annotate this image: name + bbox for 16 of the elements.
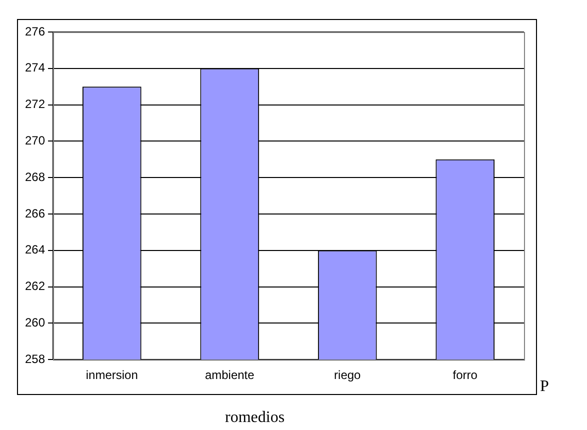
y-tick-label: 260 bbox=[24, 316, 46, 330]
x-tick-label: forro bbox=[452, 368, 478, 382]
x-tick-label: inmersion bbox=[86, 368, 138, 382]
y-tick-label: 274 bbox=[24, 60, 46, 75]
y-tick-label: 268 bbox=[24, 170, 46, 184]
x-tick-label: ambiente bbox=[204, 368, 255, 382]
text: P bbox=[540, 378, 549, 396]
y-tick-label: 258 bbox=[24, 352, 46, 366]
y-tick-label: 262 bbox=[24, 279, 46, 294]
y-tick-label: 270 bbox=[24, 134, 46, 148]
y-tick-label: 266 bbox=[24, 206, 46, 220]
y-tick-label: 272 bbox=[24, 97, 46, 112]
y-tick-label: 264 bbox=[24, 242, 46, 257]
x-tick-label: riego bbox=[334, 368, 362, 382]
y-tick-label: 276 bbox=[24, 24, 46, 38]
text: romedios bbox=[225, 409, 285, 427]
